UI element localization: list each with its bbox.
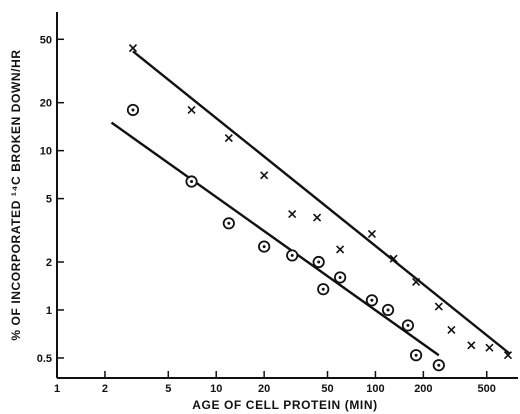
circle-marker-point — [401, 319, 415, 332]
circle-marker-point — [381, 303, 395, 317]
axes — [56, 12, 518, 379]
fit-line-series-2 — [110, 121, 440, 357]
x-marker-point — [288, 209, 297, 219]
x-marker-point — [128, 44, 138, 53]
circle-marker-point — [334, 271, 347, 284]
y-tick-label: 10 — [40, 146, 52, 158]
x-marker-point — [313, 213, 322, 222]
circle-marker-point — [409, 349, 423, 362]
y-axis-label: % OF INCORPORATED ¹⁴C BROKEN DOWN/HR — [9, 49, 23, 340]
x-marker-point — [485, 343, 494, 352]
fit-line-series-1 — [132, 50, 511, 355]
ticks: 1 2 5 10 20 50 100 200 500 0.5 1 2 5 10 20 50 — [37, 34, 496, 395]
x-marker-point — [336, 245, 345, 254]
x-marker-point — [447, 325, 456, 334]
x-tick-label: 50 — [321, 383, 333, 395]
data-points — [126, 44, 513, 372]
x-marker-point — [224, 133, 233, 143]
x-tick-label: 500 — [478, 383, 496, 395]
x-axis-label: AGE OF CELL PROTEIN (MIN) — [192, 398, 377, 412]
x-marker-point — [434, 302, 443, 311]
circle-marker-point — [126, 103, 140, 117]
x-marker-point — [389, 254, 398, 263]
x-tick-label: 1 — [54, 383, 60, 395]
x-marker-point — [187, 105, 196, 115]
x-marker-point — [503, 351, 513, 360]
x-marker-point — [367, 229, 376, 239]
circle-marker-point — [317, 283, 330, 296]
fit-lines — [110, 50, 511, 357]
y-tick-label: 20 — [40, 98, 52, 110]
circle-marker-point — [432, 359, 445, 372]
x-tick-label: 10 — [210, 383, 222, 395]
x-tick-label: 200 — [414, 383, 432, 395]
circle-marker-point — [365, 294, 378, 307]
y-tick-label: 1 — [46, 305, 52, 317]
circle-marker-point — [312, 255, 325, 269]
x-tick-label: 20 — [258, 383, 270, 395]
x-tick-label: 100 — [366, 383, 384, 395]
circle-marker-point — [258, 240, 271, 253]
x-tick-label: 2 — [102, 383, 108, 395]
x-marker-point — [467, 341, 476, 350]
circle-marker-point — [286, 249, 299, 262]
circle-marker-point — [185, 175, 198, 188]
x-marker-point — [412, 277, 421, 286]
y-tick-label: 5 — [46, 194, 52, 206]
x-marker-point — [260, 171, 269, 180]
y-tick-label: 0.5 — [37, 353, 52, 365]
x-tick-label: 5 — [165, 383, 171, 395]
y-tick-label: 2 — [46, 257, 52, 269]
y-tick-label: 50 — [40, 34, 52, 46]
circle-marker-point — [222, 217, 235, 230]
